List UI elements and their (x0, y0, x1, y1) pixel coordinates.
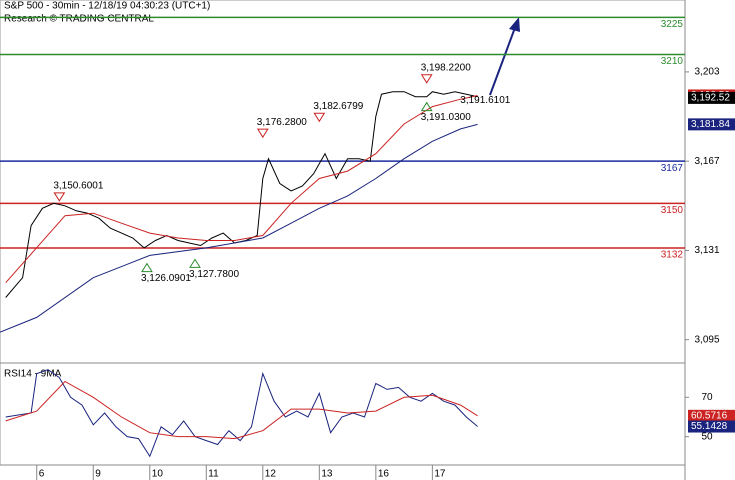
y-tick-label: 3,203 (694, 67, 719, 78)
annotation: 3,127.7800 (189, 269, 239, 280)
x-tick-label: 9 (95, 469, 101, 480)
chart-title: S&P 500 - 30min - 12/18/19 04:30:23 (UTC… (4, 1, 210, 12)
series-line (0, 123, 478, 333)
y-tick-label: 50 (701, 431, 713, 442)
level-label: 3210 (661, 56, 684, 67)
x-tick-label: 17 (434, 469, 446, 480)
plot-frame (0, 0, 686, 466)
annotation: 3,191.0300 (421, 112, 471, 123)
x-tick-label: 12 (265, 469, 277, 480)
low-marker (189, 258, 201, 268)
price-badge (688, 118, 735, 131)
x-tick-label: 6 (39, 469, 45, 480)
high-marker (53, 192, 66, 202)
high-marker (256, 128, 269, 139)
low-marker (420, 101, 433, 112)
annotation: 3,182.6799 (313, 101, 363, 112)
level-label: 3167 (661, 163, 684, 174)
level-label: 3150 (661, 205, 684, 216)
annotation: 3,198.2200 (421, 62, 471, 73)
series-line (5, 91, 478, 298)
annotation: 3,126.0901 (141, 273, 191, 284)
x-tick-label: 10 (152, 469, 164, 480)
high-marker (420, 74, 433, 84)
x-tick-label: 13 (321, 469, 333, 480)
price-badge (688, 91, 735, 104)
y-tick-label: 70 (701, 392, 713, 403)
forecast-arrow (489, 24, 517, 96)
y-tick-label: 3,167 (694, 156, 719, 167)
badge-label: 55.1428 (691, 421, 728, 432)
price-badge (688, 409, 735, 422)
x-tick-label: 11 (208, 469, 219, 480)
chart-subtitle: Research © TRADING CENTRAL (4, 14, 154, 25)
level-label: 3225 (661, 19, 684, 30)
annotation: 3,150.6001 (53, 180, 103, 191)
level-label: 3132 (661, 250, 684, 261)
high-marker (313, 112, 326, 123)
annotation: 3,176.2800 (257, 117, 307, 128)
price-badge (688, 420, 735, 433)
series-line (5, 95, 478, 284)
low-marker (141, 262, 153, 273)
badge-label: 3,181.84 (691, 119, 730, 130)
y-tick-label: 3,131 (694, 245, 719, 256)
badge-label: 3,192.52 (691, 93, 730, 104)
annotation: 3,191.6101 (460, 95, 510, 106)
arrow-head (509, 17, 520, 32)
badge-label: 60.5716 (691, 410, 728, 421)
series-line (5, 380, 478, 440)
series-line (5, 369, 478, 458)
panel-title: RSI14 - 9MA (4, 369, 62, 380)
y-tick-label: 3,095 (694, 334, 719, 345)
x-tick-label: 16 (378, 469, 390, 480)
